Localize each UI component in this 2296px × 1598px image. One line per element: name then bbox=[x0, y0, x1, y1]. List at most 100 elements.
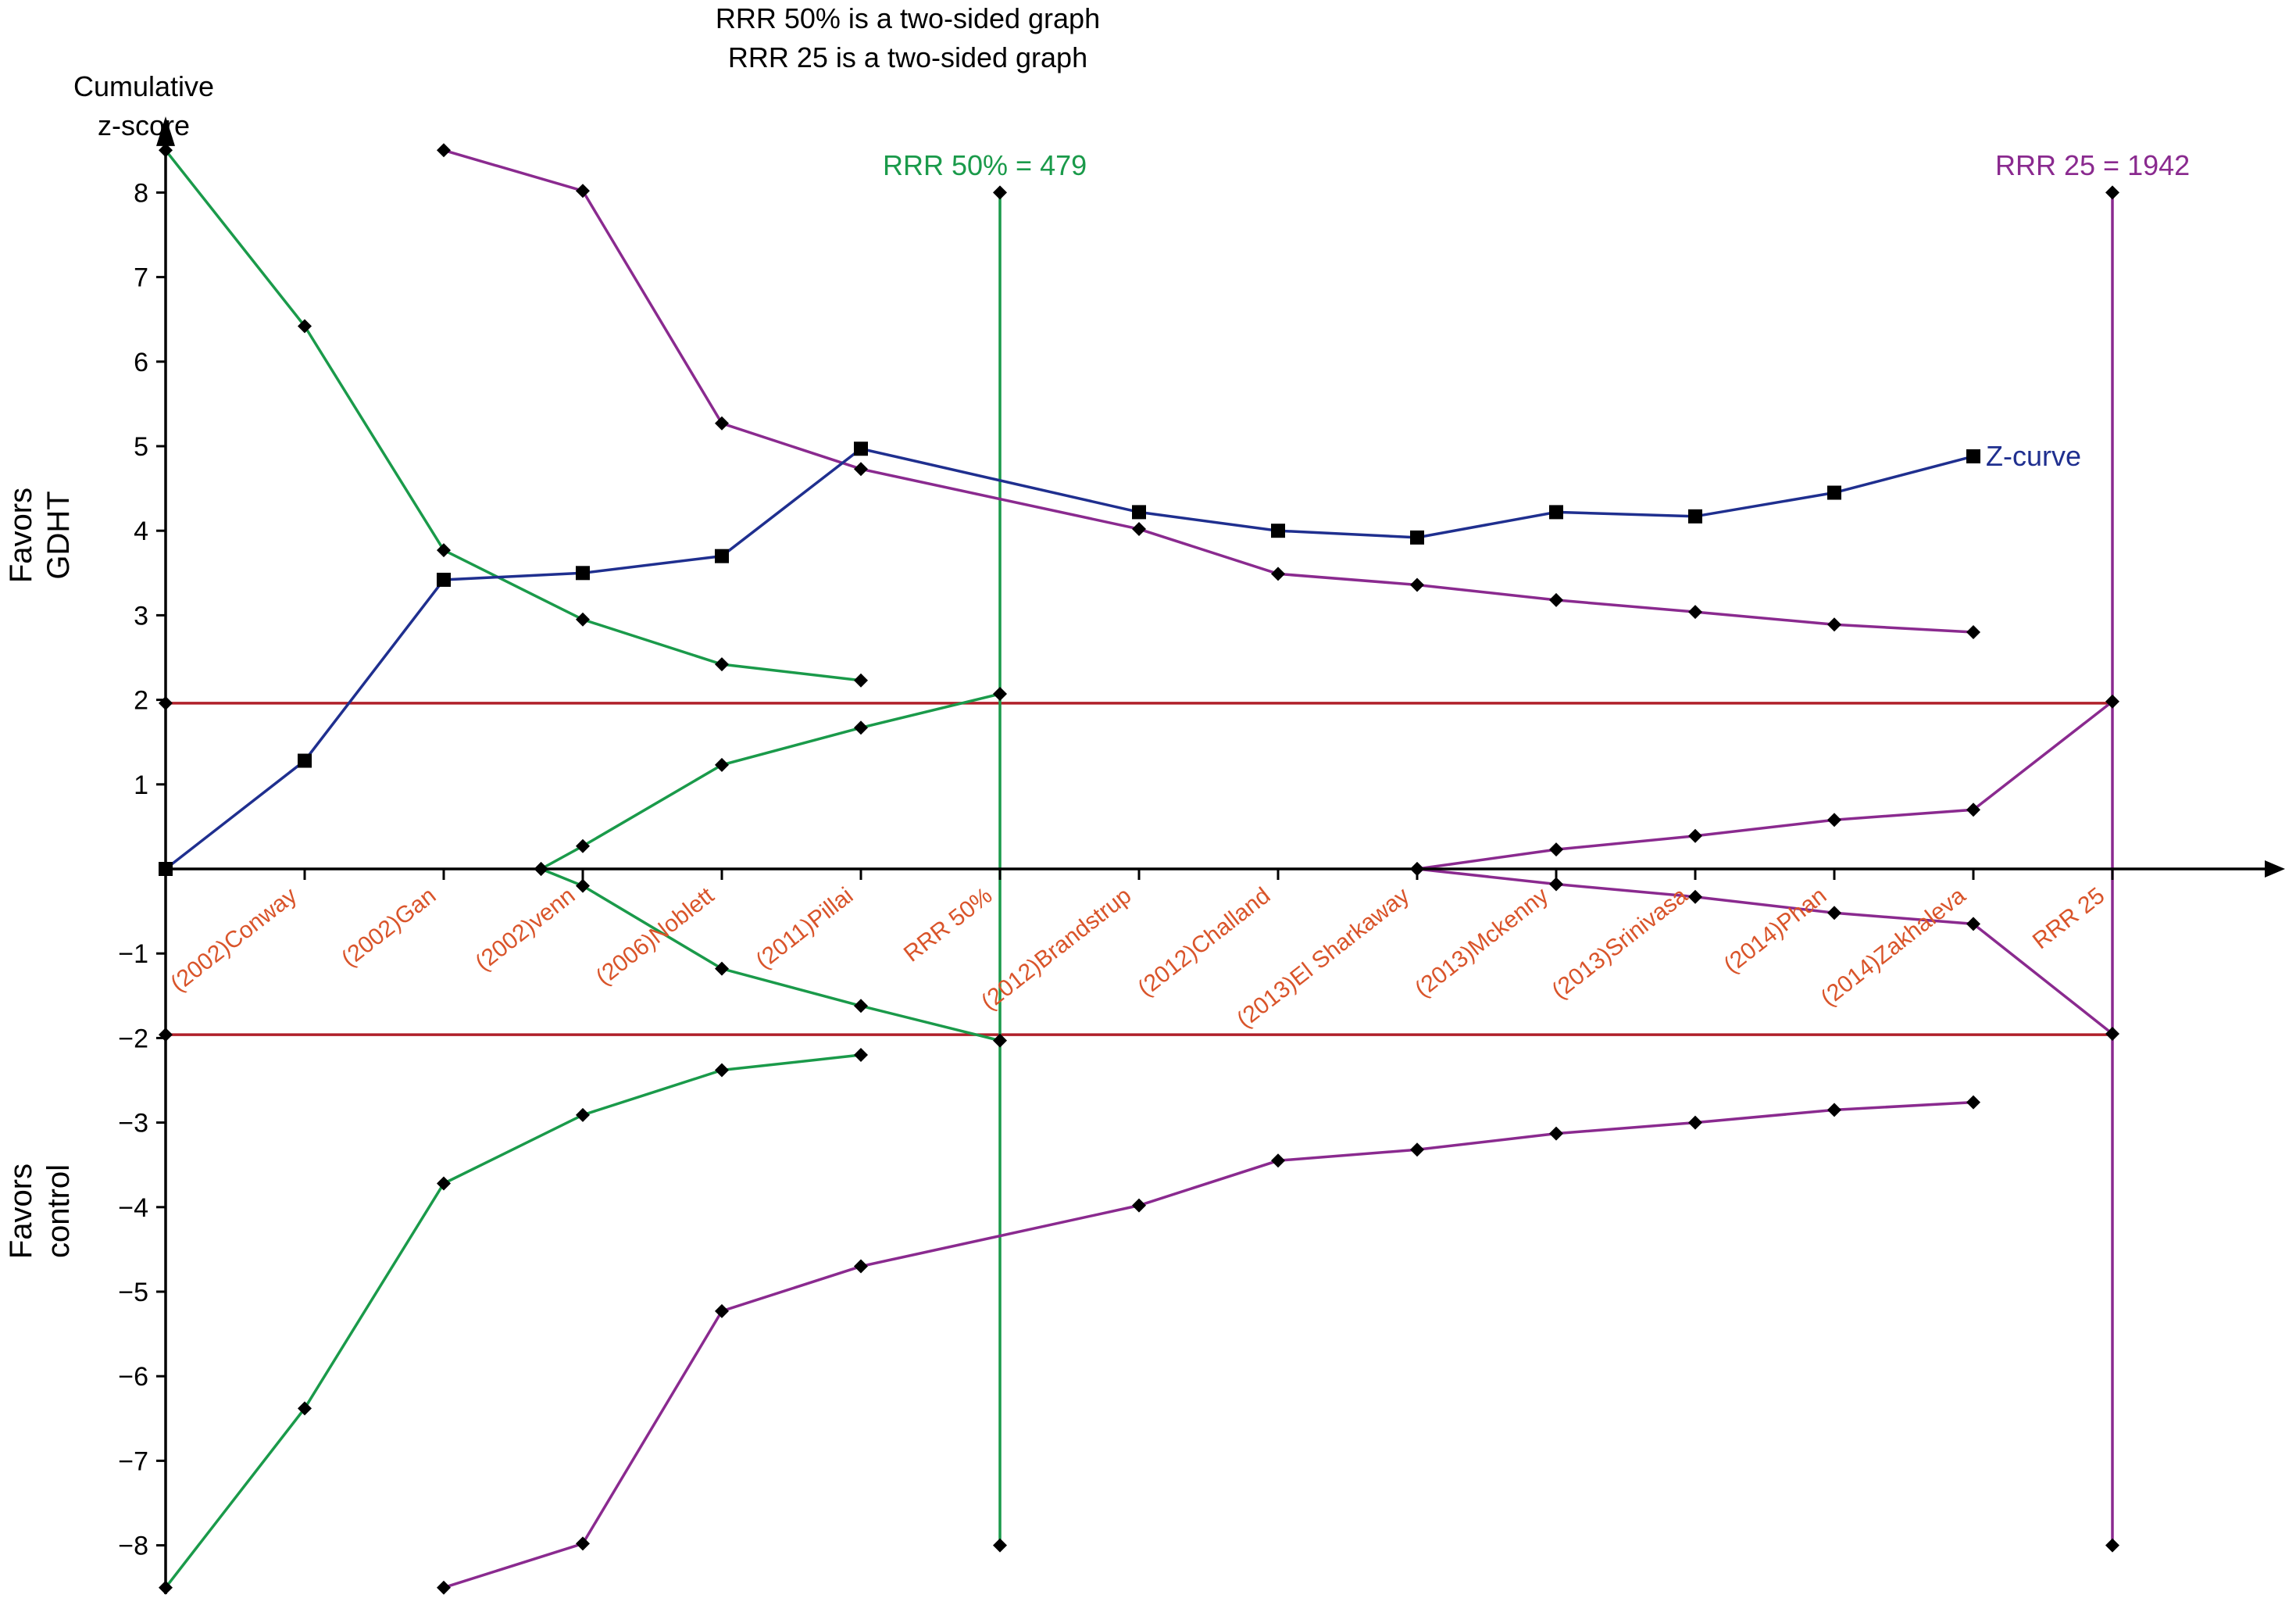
x-category-label: (2002)Conway bbox=[166, 883, 302, 997]
y-tick-label: 3 bbox=[134, 601, 148, 631]
z-curve-label: Z-curve bbox=[1986, 440, 2081, 472]
x-category-label: (2014)Zakhaleva bbox=[1816, 882, 1971, 1011]
rrr50-lower-futility-point bbox=[534, 862, 548, 876]
rrr25-upper-monitoring-point bbox=[1827, 617, 1841, 632]
z-curve-point bbox=[715, 549, 729, 563]
x-category-label: (2013)Mckenny bbox=[1410, 883, 1553, 1003]
rrr25-upper-monitoring-line bbox=[443, 148, 1974, 634]
rrr25-lower-futility-point bbox=[1410, 862, 1424, 876]
z-curve-point bbox=[576, 566, 590, 581]
y-tick-label: −4 bbox=[118, 1193, 148, 1223]
z-curve-point bbox=[1827, 485, 1841, 500]
z-curve-point bbox=[1132, 505, 1146, 520]
rrr50-lower-monitoring-line bbox=[164, 1053, 862, 1589]
rrr50-label: RRR 50% = 479 bbox=[883, 149, 1087, 181]
rrr50-upper-futility-point bbox=[993, 687, 1007, 702]
y-tick-label: 1 bbox=[134, 770, 148, 800]
x-axis-arrow bbox=[2265, 860, 2285, 878]
rrr25-upper-futility-point bbox=[1549, 842, 1563, 857]
rrr25-lower-monitoring-point bbox=[1410, 1142, 1424, 1157]
rrr25-lower-monitoring-point bbox=[1966, 1095, 1980, 1110]
y-tick-label: 7 bbox=[134, 263, 148, 293]
conventional-boundaries bbox=[159, 695, 2112, 1042]
rrr25-upper-monitoring-point bbox=[576, 184, 590, 198]
rrr50-lower-futility-point bbox=[993, 1033, 1007, 1048]
rrr25-lower-monitoring-point bbox=[1688, 1115, 1702, 1130]
rrr25-lower-monitoring-point bbox=[715, 1303, 729, 1318]
rrr25-lower-futility-line bbox=[1416, 867, 2114, 1035]
annotation-labels: RRR 50% = 479 RRR 25 = 1942 Z-curve bbox=[883, 149, 2190, 472]
rrr25-lower-futility-point bbox=[2105, 1026, 2119, 1041]
x-category-label: (2014)Phan bbox=[1719, 883, 1831, 979]
rrr25-lower-monitoring-point bbox=[854, 1259, 868, 1274]
favors-gdht-label-text: Favors bbox=[4, 488, 38, 583]
rrr50-lower-futility-point bbox=[715, 961, 729, 976]
rrr25-lower-monitoring-line bbox=[443, 1100, 1974, 1589]
x-category-label: RRR 50% bbox=[899, 883, 997, 967]
favors-control-label: Favors control bbox=[4, 1164, 76, 1259]
rrr25-upper-monitoring-point bbox=[1271, 567, 1285, 581]
z-curve-point bbox=[1966, 449, 1980, 463]
favors-control-label-text: Favors bbox=[4, 1164, 38, 1259]
rrr25-upper-monitoring-point bbox=[1549, 592, 1563, 607]
rrr50-upper-futility-point bbox=[715, 757, 729, 772]
rrr25-upper-monitoring-point bbox=[437, 143, 451, 158]
rrr50-lower-monitoring-point bbox=[159, 1580, 173, 1595]
y-tick-label: 5 bbox=[134, 432, 148, 462]
rrr50-upper-monitoring-point bbox=[576, 612, 590, 627]
rrr25-vertical-bottom-point bbox=[2105, 1538, 2119, 1553]
y-tick-label: −6 bbox=[118, 1362, 148, 1392]
rrr25-lower-monitoring-point bbox=[1827, 1103, 1841, 1117]
x-category-label: RRR 25 bbox=[2028, 883, 2109, 955]
z-curve-point bbox=[159, 862, 173, 876]
z-curve-point bbox=[1271, 524, 1285, 538]
chart-titles: RRR 50% is a two-sided graph RRR 25 is a … bbox=[716, 2, 1100, 73]
x-category-label: (2006)Noblett bbox=[591, 882, 720, 990]
rrr50-upper-futility-line bbox=[540, 692, 1001, 870]
rrr25-lower-monitoring-point bbox=[576, 1536, 590, 1551]
rrr25-lower-monitoring-point bbox=[437, 1580, 451, 1595]
z-curve-point bbox=[1410, 530, 1424, 545]
rrr25-lower-monitoring-point bbox=[1271, 1153, 1285, 1168]
rrr25-lower-monitoring-point bbox=[1132, 1198, 1146, 1213]
rrr25-upper-futility-point bbox=[2105, 694, 2119, 709]
x-category-label: (2002)Gan bbox=[337, 883, 441, 972]
rrr50-lower-monitoring-point bbox=[576, 1107, 590, 1122]
y-tick-label: 8 bbox=[134, 178, 148, 208]
z-curve-point bbox=[854, 442, 868, 456]
rrr50-lower-futility-point bbox=[576, 878, 590, 893]
rrr25-lower-monitoring-point bbox=[1549, 1126, 1563, 1141]
rrr50-upper-monitoring-point bbox=[437, 543, 451, 558]
chart-title: RRR 50% is a two-sided graph bbox=[716, 2, 1100, 34]
x-category-label: (2013)Srinivasa bbox=[1547, 882, 1692, 1004]
x-category-label: (2002)venn bbox=[470, 883, 580, 976]
rrr50-vertical-top-point bbox=[993, 185, 1007, 200]
rrr50-upper-futility-point bbox=[576, 838, 590, 853]
z-curve-point bbox=[1549, 505, 1563, 520]
rrr50-lower-monitoring-point bbox=[298, 1401, 312, 1416]
axes: −8 −7 −6 −5 −4 −3 −2 −1 1 2 3 4 5 6 7 8 bbox=[118, 116, 2285, 1594]
y-axis-title: z-score bbox=[98, 109, 190, 141]
rrr50-lower-monitoring-point bbox=[437, 1176, 451, 1191]
rrr50-upper-monitoring-point bbox=[298, 319, 312, 334]
rrr25-upper-monitoring-point bbox=[1966, 625, 1980, 640]
y-axis-title: Cumulative bbox=[73, 70, 214, 102]
x-category-label: (2011)Pillai bbox=[751, 883, 858, 974]
rrr25-upper-monitoring-point bbox=[715, 416, 729, 431]
rrr25-vertical-top-point bbox=[2105, 185, 2119, 200]
y-tick-label: −7 bbox=[118, 1446, 148, 1476]
rrr25-lower-futility-point bbox=[1549, 877, 1563, 892]
y-tick-label: −8 bbox=[118, 1532, 148, 1561]
z-curve-point bbox=[437, 572, 451, 587]
rrr50-upper-futility-point bbox=[854, 720, 868, 735]
y-tick-label: 2 bbox=[134, 686, 148, 716]
y-axis-label: Cumulative z-score bbox=[73, 70, 214, 141]
rrr50-lower-futility-point bbox=[854, 999, 868, 1013]
favors-gdht-label-text: GDHT bbox=[41, 491, 76, 579]
data-marks bbox=[159, 143, 2119, 1595]
rrr25-upper-monitoring-point bbox=[1132, 522, 1146, 537]
z-curve-point bbox=[298, 753, 312, 768]
category-labels: (2002)Conway (2002)Gan (2002)venn (2006)Nob… bbox=[166, 882, 2109, 1033]
y-tick-label: 6 bbox=[134, 348, 148, 377]
